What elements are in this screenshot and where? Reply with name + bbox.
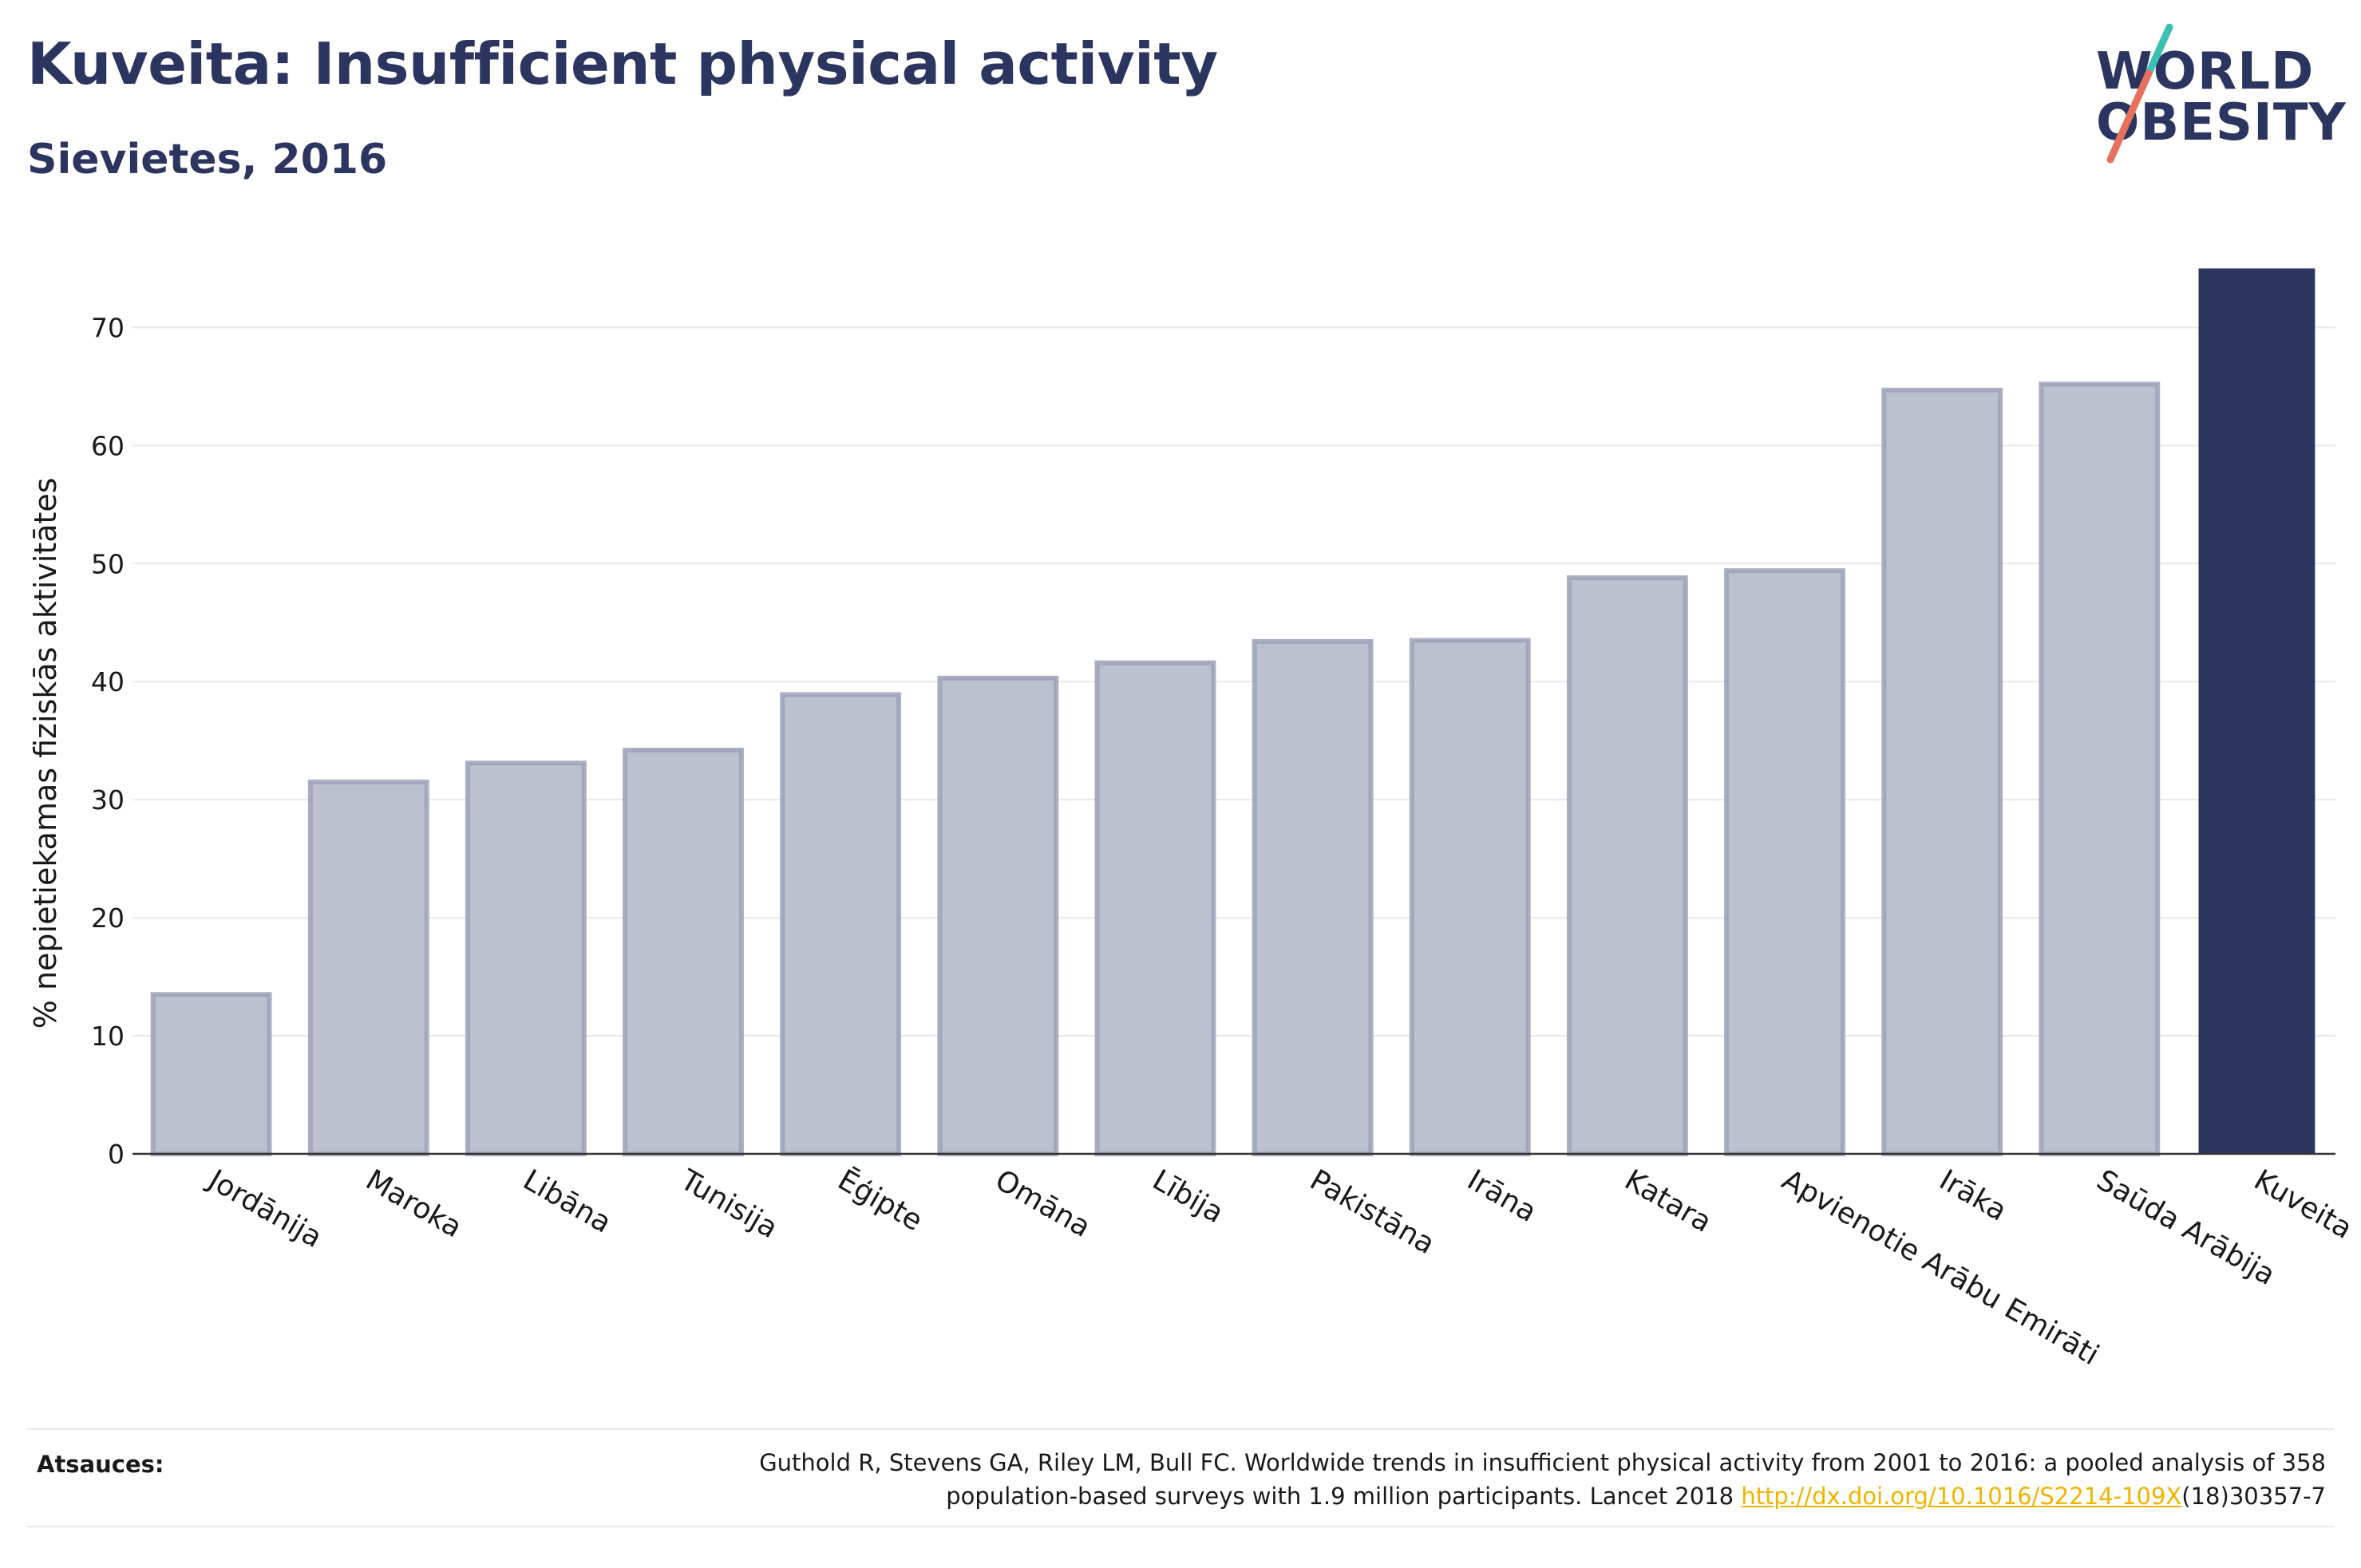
citation-line-2-text: population-based surveys with 1.9 millio… (946, 1483, 1742, 1510)
x-tick-label: Katara (1619, 1163, 1717, 1239)
y-tick-label: 0 (108, 1139, 125, 1170)
footer-citation: Guthold R, Stevens GA, Riley LM, Bull FC… (410, 1446, 2326, 1513)
bar-13 (2198, 268, 2316, 1154)
x-tick-label: Irāna (1461, 1163, 1541, 1229)
x-tick-label: Libāna (517, 1163, 616, 1239)
y-tick-label: 30 (91, 784, 125, 816)
footer-divider-bottom (27, 1526, 2334, 1527)
bar-10 (1724, 568, 1845, 1156)
bar-9 (1566, 575, 1688, 1156)
x-tick-label: Kuveita (2248, 1163, 2358, 1246)
bar-3 (623, 748, 744, 1156)
y-tick-label: 50 (91, 548, 125, 579)
chart-title: Kuveita: Insufficient physical activity (27, 30, 1218, 97)
bar-5 (937, 675, 1059, 1156)
y-axis-title: % nepietiekamas fiziskās aktivitātes (28, 477, 63, 1029)
bar-chart: 0 10 20 30 40 50 60 70 Jordānija Maroka Libāna Tuni… (28, 268, 2358, 1372)
x-tick-label: Jordānija (201, 1163, 327, 1254)
world-obesity-logo: WORLD OBESITY (2075, 24, 2347, 176)
chart-subtitle: Sievietes, 2016 (27, 136, 388, 184)
x-tick-label: Pakistāna (1304, 1163, 1440, 1261)
x-tick-label: Saūda Arābija (2091, 1163, 2280, 1292)
x-tick-label: Ēģipte (832, 1163, 928, 1238)
citation-line-2: population-based surveys with 1.9 millio… (410, 1479, 2326, 1513)
bar-11 (1881, 387, 2003, 1157)
x-tick-label: Lībija (1147, 1163, 1229, 1230)
bar-4 (780, 692, 902, 1156)
bar-6 (1094, 660, 1216, 1156)
y-tick-label: 20 (91, 902, 125, 934)
grid-lines (132, 326, 2335, 1037)
x-tick-label: Omāna (990, 1163, 1096, 1244)
logo-word-world: WORLD (2096, 42, 2315, 101)
logo-slash-icon (2106, 24, 2173, 164)
bar-7 (1252, 638, 1374, 1156)
x-tick-label: Tunisija (674, 1163, 784, 1245)
bar-0 (150, 992, 272, 1157)
citation-line-2-suffix: (18)30357-7 (2181, 1483, 2326, 1510)
bar-8 (1409, 638, 1531, 1156)
citation-line-1: Guthold R, Stevens GA, Riley LM, Bull FC… (759, 1449, 2326, 1476)
y-tick-label: 70 (91, 312, 125, 343)
x-tick-label: Irāka (1934, 1163, 2012, 1227)
x-tick-label: Maroka (360, 1163, 467, 1244)
citation-doi-link[interactable]: http://dx.doi.org/10.1016/S2214-109X (1741, 1483, 2182, 1510)
footer-divider-top (27, 1428, 2334, 1430)
y-tick-label: 60 (91, 430, 125, 461)
footer-sources-label: Atsauces: (37, 1451, 164, 1478)
bars (150, 268, 2316, 1157)
bar-12 (2039, 381, 2161, 1157)
bar-1 (307, 779, 429, 1156)
bar-2 (465, 760, 587, 1156)
y-tick-label: 40 (91, 666, 125, 697)
y-tick-label: 10 (91, 1021, 125, 1052)
